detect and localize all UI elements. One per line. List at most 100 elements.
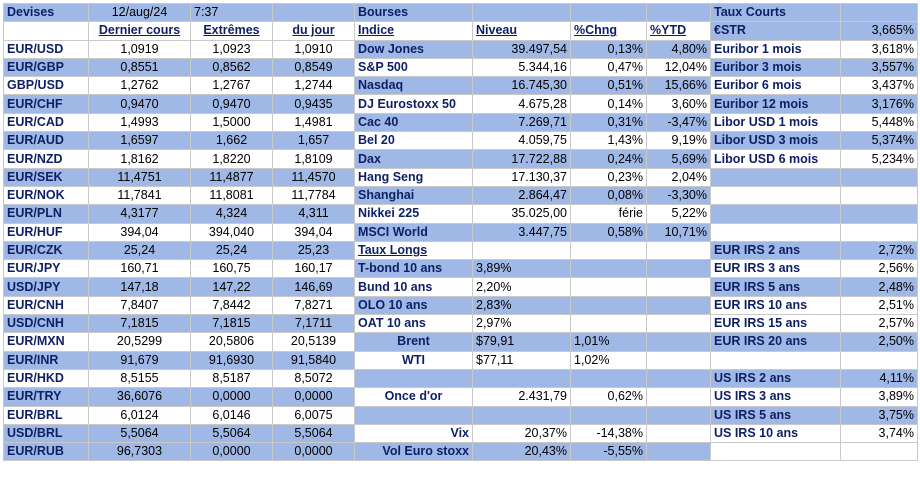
index-ytd: 2,04% bbox=[646, 167, 711, 187]
currency-pair: EUR/NZD bbox=[3, 149, 89, 169]
extreme-low-value: 91,5840 bbox=[272, 350, 355, 370]
currency-pair: EUR/PLN bbox=[3, 204, 89, 224]
index-ytd: 15,66% bbox=[646, 76, 711, 96]
index-name: S&P 500 bbox=[354, 57, 473, 78]
eur-irs-name: EUR IRS 15 ans bbox=[710, 314, 841, 334]
index-level: 4.059,75 bbox=[472, 131, 571, 151]
header-du-jour: du jour bbox=[272, 21, 355, 41]
empty-cell bbox=[646, 442, 711, 462]
eur-irs-value: 2,72% bbox=[840, 240, 918, 261]
header-niveau: Niveau bbox=[472, 21, 571, 41]
extreme-high-value: 0,0000 bbox=[190, 387, 273, 407]
index-level: 5.344,16 bbox=[472, 57, 571, 78]
extreme-high-value: 8,5187 bbox=[190, 368, 273, 389]
extreme-high-value: 394,040 bbox=[190, 222, 273, 242]
empty-cell bbox=[840, 2, 918, 23]
long-rate-name: OAT 10 ans bbox=[354, 314, 473, 334]
eur-irs-value: 2,57% bbox=[840, 314, 918, 334]
empty-cell bbox=[710, 350, 841, 370]
extreme-low-value: 6,0075 bbox=[272, 405, 355, 425]
currency-pair: EUR/SEK bbox=[3, 167, 89, 187]
index-level: 7.269,71 bbox=[472, 112, 571, 133]
commodity-value: $77,11 bbox=[472, 350, 571, 370]
us-irs-name: US IRS 10 ans bbox=[710, 423, 841, 444]
commodity-value: $79,91 bbox=[472, 332, 571, 352]
market-rates-table: Devises 12/aug/24 7:37 Bourses Taux Courts De… bbox=[3, 2, 918, 462]
empty-cell bbox=[570, 2, 647, 23]
index-change: 0,24% bbox=[570, 149, 647, 169]
extreme-low-value: 0,8549 bbox=[272, 57, 355, 78]
long-rate-value: 2,20% bbox=[472, 277, 571, 297]
short-rate-name: €STR bbox=[710, 21, 841, 41]
dernier-cours-value: 25,24 bbox=[88, 240, 191, 261]
empty-cell bbox=[646, 387, 711, 407]
extreme-high-value: 4,324 bbox=[190, 204, 273, 224]
short-rate-name: Libor USD 6 mois bbox=[710, 149, 841, 169]
extreme-high-value: 91,6930 bbox=[190, 350, 273, 370]
index-change: 0,23% bbox=[570, 167, 647, 187]
dernier-cours-value: 11,7841 bbox=[88, 185, 191, 206]
empty-cell bbox=[840, 350, 918, 370]
short-rate-value: 3,437% bbox=[840, 76, 918, 96]
empty-cell bbox=[570, 259, 647, 279]
long-rate-name: T-bond 10 ans bbox=[354, 259, 473, 279]
empty-cell bbox=[646, 332, 711, 352]
dernier-cours-value: 1,0919 bbox=[88, 39, 191, 59]
us-irs-value: 3,74% bbox=[840, 423, 918, 444]
empty-cell bbox=[646, 277, 711, 297]
empty-cell bbox=[646, 350, 711, 370]
short-rate-value: 5,374% bbox=[840, 131, 918, 151]
index-ytd: -3,30% bbox=[646, 185, 711, 206]
commodity-change: 0,62% bbox=[570, 387, 647, 407]
commodity-name: Vix bbox=[354, 423, 473, 444]
index-ytd: 3,60% bbox=[646, 94, 711, 114]
taux-longs-title: Taux Longs bbox=[354, 240, 473, 261]
table-row: EUR/CAD 1,4993 1,5000 1,4981 Cac 40 7.269,71 0… bbox=[3, 112, 918, 133]
index-ytd: 5,22% bbox=[646, 204, 711, 224]
extreme-high-value: 1,5000 bbox=[190, 112, 273, 133]
extreme-high-value: 7,1815 bbox=[190, 314, 273, 334]
index-ytd: 5,69% bbox=[646, 149, 711, 169]
empty-cell bbox=[354, 405, 473, 425]
extreme-low-value: 1,8109 bbox=[272, 149, 355, 169]
extreme-high-value: 5,5064 bbox=[190, 423, 273, 444]
header-indice: Indice bbox=[354, 21, 473, 41]
devises-date: 12/aug/24 bbox=[88, 2, 191, 23]
bourses-title: Bourses bbox=[354, 2, 473, 23]
empty-cell bbox=[570, 295, 647, 316]
empty-cell bbox=[710, 222, 841, 242]
empty-cell bbox=[646, 368, 711, 389]
empty-cell bbox=[570, 277, 647, 297]
currency-pair: EUR/TRY bbox=[3, 387, 89, 407]
extreme-low-value: 1,4981 bbox=[272, 112, 355, 133]
currency-pair: USD/BRL bbox=[3, 423, 89, 444]
index-name: MSCI World bbox=[354, 222, 473, 242]
extreme-low-value: 1,0910 bbox=[272, 39, 355, 59]
table-row: EUR/MXN 20,5299 20,5806 20,5139 Brent $79,91 1… bbox=[3, 332, 918, 352]
commodity-name: Vol Euro stoxx bbox=[354, 442, 473, 462]
currency-pair: USD/CNH bbox=[3, 314, 89, 334]
commodity-name: WTI bbox=[354, 350, 473, 370]
empty-cell bbox=[354, 368, 473, 389]
currency-pair: EUR/INR bbox=[3, 350, 89, 370]
extreme-low-value: 1,2744 bbox=[272, 76, 355, 96]
table-row: EUR/CHF 0,9470 0,9470 0,9435 DJ Eurostoxx 50… bbox=[3, 94, 918, 114]
short-rate-name: Euribor 12 mois bbox=[710, 94, 841, 114]
table-row: Dernier cours Extrêmes du jour Indice Niveau… bbox=[3, 21, 918, 41]
currency-pair: EUR/CAD bbox=[3, 112, 89, 133]
empty-cell bbox=[840, 167, 918, 187]
header-ytd: %YTD bbox=[646, 21, 711, 41]
us-irs-value: 3,75% bbox=[840, 405, 918, 425]
dernier-cours-value: 394,04 bbox=[88, 222, 191, 242]
extreme-low-value: 394,04 bbox=[272, 222, 355, 242]
empty-cell bbox=[3, 21, 89, 41]
short-rate-name: Euribor 6 mois bbox=[710, 76, 841, 96]
extreme-high-value: 1,662 bbox=[190, 131, 273, 151]
currency-pair: USD/JPY bbox=[3, 277, 89, 297]
extreme-low-value: 11,4570 bbox=[272, 167, 355, 187]
dernier-cours-value: 20,5299 bbox=[88, 332, 191, 352]
empty-cell bbox=[710, 185, 841, 206]
dernier-cours-value: 1,2762 bbox=[88, 76, 191, 96]
index-ytd: -3,47% bbox=[646, 112, 711, 133]
index-change: 0,08% bbox=[570, 185, 647, 206]
